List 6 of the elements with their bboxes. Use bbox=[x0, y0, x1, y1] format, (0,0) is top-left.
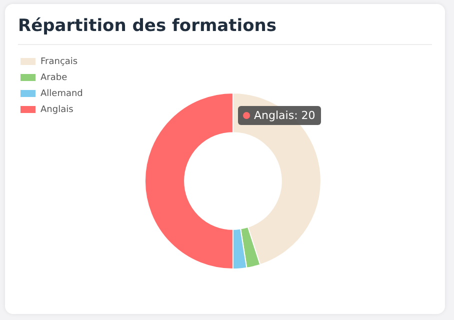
legend-label: Anglais bbox=[40, 104, 74, 115]
legend-label: Français bbox=[40, 56, 78, 67]
chart-title: Répartition des formations bbox=[18, 16, 276, 36]
legend-label: Arabe bbox=[40, 72, 68, 83]
text: Anglais: 20 bbox=[254, 109, 316, 122]
legend-label: Allemand bbox=[40, 88, 83, 99]
